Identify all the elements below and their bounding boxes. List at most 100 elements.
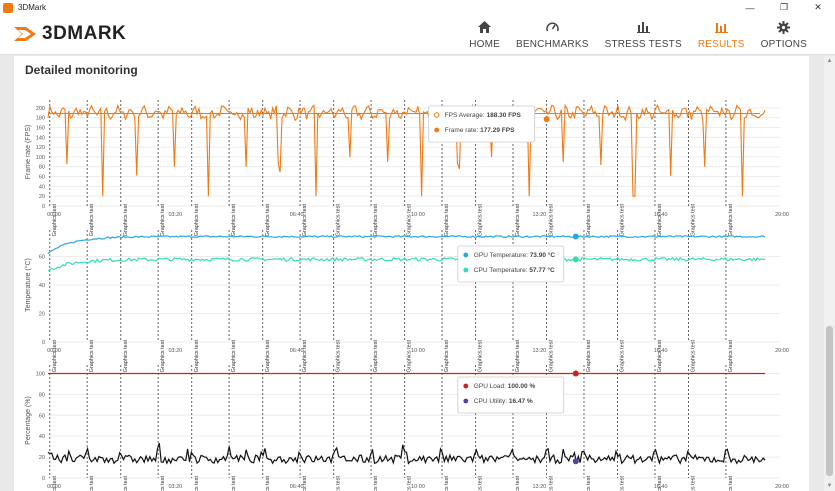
test-marker-label: Graphics test bbox=[478, 340, 484, 373]
restore-button[interactable]: ❐ bbox=[779, 2, 789, 12]
y-axis-label: Percentage (%) bbox=[25, 396, 32, 445]
nav-options[interactable]: OPTIONS bbox=[753, 15, 815, 55]
x-tick-label: 06:40 bbox=[290, 212, 304, 218]
vertical-scrollbar[interactable]: ▲ ▼ bbox=[824, 56, 835, 491]
test-marker-label: Graphics test bbox=[373, 204, 379, 237]
y-axis-label: Frame rate (FPS) bbox=[25, 125, 32, 179]
scroll-down-icon[interactable]: ▼ bbox=[826, 483, 833, 489]
y-tick-label: 160 bbox=[36, 125, 45, 131]
test-marker-label: Graphics test bbox=[231, 476, 237, 491]
y-tick-label: 60 bbox=[39, 175, 45, 181]
nav-benchmarks-label: BENCHMARKS bbox=[516, 39, 589, 50]
test-marker-label: Graphics test bbox=[265, 476, 271, 491]
test-marker-label: Graphics test bbox=[657, 204, 663, 237]
main-nav: HOME BENCHMARKS STRESS TESTS RESULTS OPT… bbox=[461, 15, 815, 55]
test-marker-label: Graphics test bbox=[691, 476, 697, 491]
test-marker-label: Graphics test bbox=[549, 204, 555, 237]
x-tick-label: 20:00 bbox=[775, 212, 789, 218]
x-tick-label: 16:40 bbox=[654, 212, 668, 218]
window-controls: — ❐ ✕ bbox=[733, 0, 835, 15]
scroll-up-icon[interactable]: ▲ bbox=[826, 58, 833, 64]
series-line bbox=[47, 234, 766, 255]
minimize-button[interactable]: — bbox=[745, 2, 755, 13]
x-tick-label: 10:00 bbox=[411, 348, 425, 354]
test-marker-label: Graphics test bbox=[728, 476, 734, 491]
close-button[interactable]: ✕ bbox=[814, 2, 822, 12]
nav-home-label: HOME bbox=[469, 39, 500, 50]
test-marker-label: Graphics test bbox=[515, 204, 521, 237]
x-tick-label: 13:20 bbox=[532, 484, 546, 490]
test-marker-label: Graphics test bbox=[478, 204, 484, 237]
y-tick-label: 100 bbox=[36, 155, 45, 161]
hover-dot bbox=[572, 233, 579, 240]
test-marker-label: Graphics test bbox=[336, 340, 342, 373]
window-titlebar: 3DMark — ❐ ✕ bbox=[0, 0, 835, 15]
test-marker-label: Graphics test bbox=[302, 476, 308, 491]
results-panel: Detailed monitoring 0 20 40 60 80 100 120 140 16… bbox=[14, 56, 809, 491]
test-marker-label: Graphics test bbox=[407, 204, 413, 237]
chart-2: 0 20 40 60 00:00 03:20 06:40 10:00 13:20 16:40 20:… bbox=[24, 230, 789, 372]
test-marker-label: Graphics test bbox=[265, 340, 271, 373]
tooltip-entry: CPU Temperature: 57.77 °C bbox=[474, 266, 555, 274]
y-tick-label: 40 bbox=[39, 434, 45, 440]
test-marker-label: Graphics test bbox=[407, 476, 413, 491]
x-tick-label: 00:00 bbox=[47, 348, 61, 354]
test-marker-label: Graphics test bbox=[89, 476, 95, 491]
tooltip bbox=[428, 105, 536, 143]
test-marker-label: Graphics test bbox=[657, 476, 663, 491]
legend-dot bbox=[463, 398, 469, 404]
y-tick-label: 120 bbox=[36, 145, 45, 151]
nav-stress-tests-label: STRESS TESTS bbox=[604, 39, 682, 50]
test-marker-label: Graphics test bbox=[231, 204, 237, 237]
test-marker-label: Graphics test bbox=[336, 204, 342, 237]
test-marker-label: Graphics test bbox=[302, 340, 308, 373]
gauge-icon bbox=[546, 22, 559, 32]
tooltip-entry: CPU Utility: 16.47 % bbox=[474, 398, 533, 405]
test-marker-label: Graphics test bbox=[52, 476, 58, 491]
x-tick-label: 16:40 bbox=[654, 348, 668, 354]
x-tick-label: 00:00 bbox=[47, 484, 61, 490]
x-tick-label: 03:20 bbox=[168, 484, 182, 490]
nav-home[interactable]: HOME bbox=[461, 15, 508, 55]
test-marker-label: Graphics test bbox=[515, 476, 521, 491]
test-marker-label: Graphics test bbox=[515, 340, 521, 373]
y-tick-label: 0 bbox=[42, 340, 45, 346]
brand-logo[interactable]: 3DMARK bbox=[12, 23, 126, 45]
series-line bbox=[47, 442, 766, 466]
tooltip-entry: GPU Load: 100.00 % bbox=[474, 383, 536, 390]
tooltip bbox=[457, 376, 565, 414]
test-marker-label: Graphics test bbox=[160, 476, 166, 491]
gear-icon bbox=[777, 20, 791, 34]
nav-stress-tests[interactable]: STRESS TESTS bbox=[597, 15, 690, 55]
legend-dot bbox=[463, 383, 469, 389]
x-tick-label: 03:20 bbox=[168, 212, 182, 218]
nav-results[interactable]: RESULTS bbox=[690, 15, 753, 55]
test-marker-label: Graphics test bbox=[336, 476, 342, 491]
scroll-thumb[interactable] bbox=[826, 326, 833, 476]
test-marker-label: Graphics test bbox=[549, 340, 555, 373]
x-tick-label: 10:00 bbox=[411, 212, 425, 218]
test-marker-label: Graphics test bbox=[123, 340, 129, 373]
y-axis-label: Temperature (°C) bbox=[24, 258, 32, 312]
test-marker-label: Graphics test bbox=[52, 204, 58, 237]
home-icon bbox=[478, 21, 492, 33]
x-tick-label: 06:40 bbox=[290, 348, 304, 354]
test-marker-label: Graphics test bbox=[52, 340, 58, 373]
x-tick-label: 20:00 bbox=[775, 348, 789, 354]
x-tick-label: 00:00 bbox=[47, 212, 61, 218]
x-tick-label: 13:20 bbox=[532, 348, 546, 354]
test-marker-label: Graphics test bbox=[123, 476, 129, 491]
test-marker-label: Graphics test bbox=[620, 340, 626, 373]
chart-1: 0 20 40 60 80 100 120 140 160 180 200 00:00 03:20 06:… bbox=[25, 100, 789, 236]
results-icon bbox=[714, 23, 728, 33]
tooltip-entry: GPU Temperature: 73.90 °C bbox=[474, 251, 556, 259]
y-tick-label: 180 bbox=[36, 116, 45, 122]
y-tick-label: 100 bbox=[36, 371, 45, 377]
legend-dot bbox=[434, 127, 440, 133]
nav-benchmarks[interactable]: BENCHMARKS bbox=[508, 15, 597, 55]
test-marker-label: Graphics test bbox=[728, 204, 734, 237]
logo-mark-icon bbox=[14, 27, 36, 41]
tooltip bbox=[457, 245, 565, 283]
hover-dot bbox=[572, 370, 579, 377]
